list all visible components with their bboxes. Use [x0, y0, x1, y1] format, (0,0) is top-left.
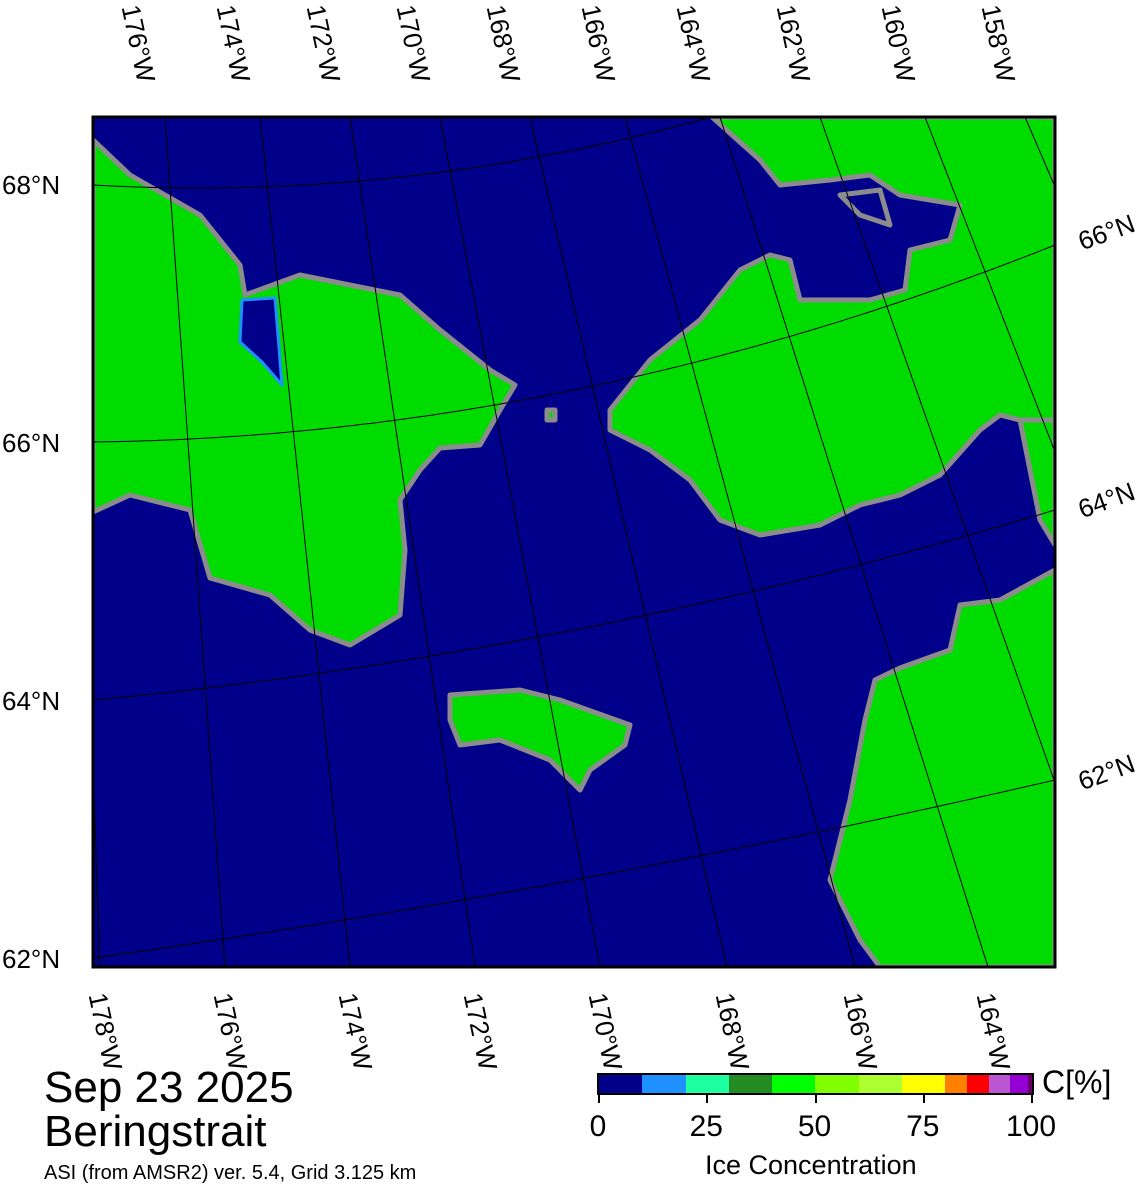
land-diomede [544, 407, 558, 423]
meridian-line [259, 116, 351, 968]
meridian-line [349, 116, 476, 968]
ice-concentration-map [91, 115, 1057, 969]
colorbar-tick [706, 1093, 709, 1103]
land-alaska-right [1017, 417, 1055, 548]
parallel-line [92, 244, 1056, 443]
land-seward-peninsula [607, 117, 1055, 538]
colorbar-bin [902, 1075, 946, 1093]
graticule-label: 62°N [2, 944, 61, 974]
colorbar-bin [1010, 1075, 1028, 1093]
colorbar-tick-label: 25 [689, 1110, 723, 1143]
product-subtitle: ASI (from AMSR2) ver. 5.4, Grid 3.125 km [44, 1162, 417, 1184]
colorbar-tick-label: 0 [589, 1110, 607, 1143]
meridian-line [719, 116, 989, 968]
colorbar-bin [772, 1075, 816, 1093]
colorbar-tick-label: 75 [906, 1110, 940, 1143]
meridian-line [164, 116, 226, 968]
date-title: Sep 23 2025 [44, 1063, 294, 1112]
land-st-lawrence-island [447, 687, 633, 793]
graticule [92, 116, 1056, 968]
bay-kotzebue-inner [837, 187, 893, 228]
meridian-line [1024, 116, 1055, 186]
colorbar-bin [967, 1075, 989, 1093]
map-frame [91, 115, 1057, 969]
colorbar-bin [988, 1075, 1011, 1093]
parallel-line [92, 117, 709, 189]
land-yukon-delta [827, 567, 1055, 967]
colorbar-tick [922, 1093, 925, 1103]
land-chukotka [93, 137, 518, 648]
colorbar-tick [598, 1093, 600, 1103]
parallel-line [92, 779, 1056, 959]
meridian-line [529, 116, 728, 968]
colorbar-bin [728, 1075, 773, 1093]
graticule-label: 66°N [2, 428, 61, 458]
colorbar-tick [814, 1093, 817, 1103]
colorbar-bin [685, 1075, 729, 1093]
colorbar-tick-label: 100 [1005, 1110, 1057, 1143]
colorbar-bin [815, 1075, 859, 1093]
meridian-line [924, 116, 1055, 449]
graticule-label: 68°N [2, 170, 61, 200]
colorbar-label: Ice Concentration [705, 1150, 917, 1180]
region-title: Beringstrait [44, 1107, 267, 1156]
colorbar-tick [1031, 1093, 1033, 1103]
colorbar-unit: C[%] [1042, 1064, 1112, 1100]
colorbar-bin [599, 1075, 643, 1093]
colorbar-bin [1027, 1075, 1032, 1093]
meridian-line [439, 116, 601, 968]
meridian-line [819, 116, 1055, 781]
meridian-line [624, 116, 856, 968]
colorbar [597, 1073, 1034, 1095]
colorbar-tick-label: 50 [797, 1110, 832, 1143]
colorbar-bin [858, 1075, 903, 1093]
colorbar-bin [945, 1075, 968, 1093]
colorbar-bin [642, 1075, 686, 1093]
bay-kolyuchin [238, 296, 284, 387]
parallel-line [92, 509, 1056, 701]
graticule-label: 64°N [2, 686, 61, 716]
